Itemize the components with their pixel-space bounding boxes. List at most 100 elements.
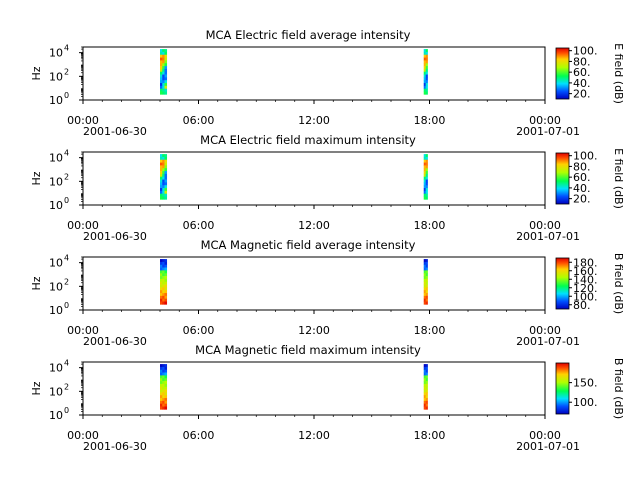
heatmap-cell [423, 375, 426, 379]
x-tick-label: 18:00 [414, 219, 446, 232]
heatmap-cell [423, 281, 426, 285]
heatmap-cell [160, 51, 163, 56]
heatmap-cell [160, 188, 163, 192]
heatmap-cell [160, 378, 163, 382]
heatmap-cell [425, 49, 428, 53]
x-tick-label: 00:00 [529, 429, 561, 442]
heatmap-cell [425, 383, 428, 388]
y-tick-label: 10 [49, 280, 63, 293]
heatmap-cell [423, 267, 426, 271]
heatmap-cell [425, 386, 428, 390]
heatmap-cell [425, 259, 428, 263]
heatmap-cell [425, 270, 428, 274]
heatmap-cell [162, 259, 165, 263]
heatmap-cell [423, 298, 426, 302]
heatmap-cell [162, 176, 165, 180]
heatmap-cell [423, 171, 426, 175]
heatmap-cell [162, 83, 165, 87]
colorbar-tick-label: 150. [573, 377, 598, 390]
heatmap-cell [423, 176, 426, 180]
heatmap-cell [425, 77, 428, 81]
heatmap-cell [423, 49, 426, 53]
heatmap-cell [425, 159, 428, 163]
heatmap-cell [425, 298, 428, 302]
heatmap-cell [164, 383, 168, 388]
heatmap-cell [425, 395, 428, 399]
y-axis-label: Hz [30, 276, 43, 290]
heatmap-cell [423, 406, 426, 410]
heatmap-cell [164, 77, 168, 81]
heatmap-cell [423, 278, 426, 283]
heatmap-cell [423, 80, 426, 84]
colorbar-label: E field (dB) [612, 148, 625, 209]
heatmap-cell [425, 179, 428, 183]
heatmap-cell [164, 284, 168, 288]
heatmap-cell [425, 372, 428, 376]
heatmap-cell [164, 66, 168, 70]
heatmap-cell [162, 301, 165, 305]
heatmap-cell [162, 264, 165, 268]
y-tick-label: 10 [49, 70, 63, 83]
heatmap-cell [160, 179, 163, 183]
x-tick-label: 00:00 [67, 219, 99, 232]
heatmap-cell [423, 85, 426, 89]
heatmap-cell [160, 290, 163, 294]
heatmap-cell [425, 406, 428, 410]
heatmap-cell [425, 83, 428, 87]
heatmap-cell [160, 281, 163, 285]
heatmap-cell [160, 386, 163, 390]
heatmap-cell [160, 165, 163, 169]
heatmap-cell [160, 364, 163, 368]
heatmap-cell [164, 400, 168, 404]
colorbar [555, 362, 570, 415]
colorbar-tick-label: 40. [573, 182, 591, 195]
colorbar-tick-label: 100. [573, 396, 598, 409]
heatmap-cell [425, 60, 428, 64]
heatmap-cell [162, 168, 165, 172]
colorbar-label: B field (dB) [612, 253, 625, 314]
heatmap-cell [423, 383, 426, 388]
heatmap-cell [164, 261, 168, 266]
heatmap-cell [162, 381, 165, 385]
heatmap-cell [162, 77, 165, 81]
heatmap-cell [425, 196, 428, 200]
y-tick-exponent: 4 [64, 149, 69, 158]
heatmap-cell [164, 49, 168, 53]
colorbar-tick-label: 180. [573, 256, 598, 269]
heatmap-cell [164, 398, 168, 402]
heatmap-cell [164, 389, 168, 393]
heatmap-cell [162, 179, 165, 183]
heatmap-cell [425, 190, 428, 194]
heatmap-cell [423, 259, 426, 263]
heatmap-cell [162, 366, 165, 371]
heatmap-cell [423, 284, 426, 288]
heatmap-cell [423, 290, 426, 294]
heatmap-cell [162, 392, 165, 396]
colorbar-tick-label: 80. [573, 299, 591, 312]
heatmap-cell [423, 389, 426, 393]
heatmap-cell [423, 369, 426, 373]
heatmap-cell [423, 301, 426, 305]
heatmap-cell [423, 51, 426, 56]
heatmap-cell [162, 375, 165, 379]
heatmap-cell [162, 171, 165, 175]
heatmap-cell [423, 403, 426, 407]
heatmap-cell [162, 287, 165, 291]
heatmap-cell [162, 57, 165, 61]
heatmap-cell [162, 378, 165, 382]
heatmap-cell [425, 290, 428, 294]
heatmap-cell [164, 267, 168, 271]
heatmap-cell [423, 182, 426, 186]
heatmap-cell [164, 366, 168, 371]
heatmap-cell [160, 369, 163, 373]
heatmap-cell [423, 400, 426, 404]
heatmap-cell [164, 63, 168, 67]
heatmap-cell [425, 295, 428, 299]
heatmap-cell [164, 193, 168, 197]
heatmap-cell [160, 295, 163, 299]
heatmap-cell [164, 281, 168, 285]
heatmap-cell [425, 278, 428, 283]
heatmap-cell [425, 85, 428, 89]
